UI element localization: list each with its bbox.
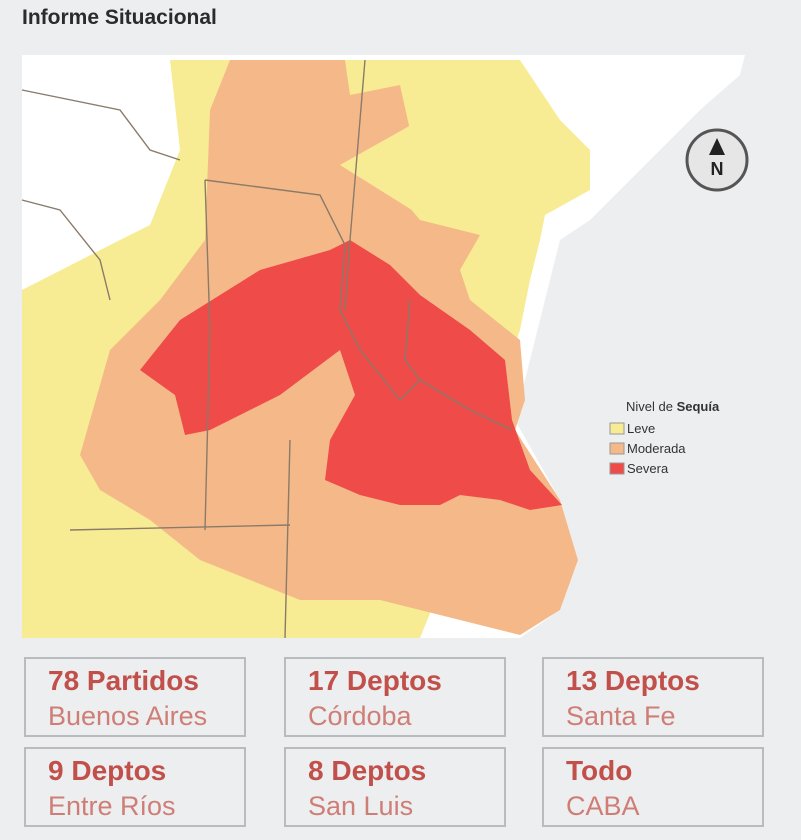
zone-moderada-inner bbox=[340, 120, 500, 230]
card-count: Todo bbox=[566, 755, 633, 786]
card-region: San Luis bbox=[308, 791, 414, 821]
border bbox=[204, 179, 211, 531]
border bbox=[21, 89, 181, 161]
card-region: Santa Fe bbox=[566, 701, 676, 731]
legend-swatch bbox=[609, 442, 625, 455]
stat-card: 8 Deptos San Luis bbox=[284, 747, 506, 827]
legend-items: Leve Moderada Severa bbox=[609, 421, 686, 476]
stat-card: 17 Deptos Córdoba bbox=[284, 657, 506, 737]
legend-swatch bbox=[609, 462, 625, 475]
legend-swatch bbox=[609, 422, 625, 435]
border bbox=[344, 59, 366, 311]
map: N Nivel de Sequía Leve Moderada Severa bbox=[21, 55, 749, 639]
legend-title-bold: Sequía bbox=[677, 399, 720, 414]
stat-card: 13 Deptos Santa Fe bbox=[542, 657, 764, 737]
legend-title: Nivel de Sequía bbox=[626, 399, 720, 414]
north-arrow-head bbox=[709, 138, 725, 155]
card-region: Córdoba bbox=[308, 701, 412, 731]
zone-severa bbox=[140, 240, 562, 510]
border bbox=[204, 179, 513, 431]
border bbox=[69, 524, 291, 531]
card-count: 13 Deptos bbox=[566, 665, 700, 696]
stat-card: Todo CABA bbox=[542, 747, 764, 827]
stat-card: 9 Deptos Entre Ríos bbox=[24, 747, 246, 827]
card-region: CABA bbox=[566, 791, 640, 821]
legend-label: Moderada bbox=[627, 441, 686, 456]
north-arrow-letter: N bbox=[711, 159, 724, 179]
legend-title-text: Nivel de bbox=[626, 399, 673, 414]
title: Informe Situacional bbox=[22, 6, 217, 29]
card-count: 17 Deptos bbox=[308, 665, 442, 696]
border bbox=[21, 199, 111, 301]
border bbox=[404, 299, 421, 381]
legend-label: Leve bbox=[627, 421, 655, 436]
card-count: 8 Deptos bbox=[308, 755, 427, 786]
card-count: 9 Deptos bbox=[48, 755, 167, 786]
legend-label: Severa bbox=[627, 461, 669, 476]
card-region: Buenos Aires bbox=[48, 701, 208, 731]
province-borders bbox=[21, 59, 513, 639]
card-region: Entre Ríos bbox=[48, 791, 176, 821]
north-arrow bbox=[685, 128, 749, 192]
stat-card: 78 Partidos Buenos Aires bbox=[24, 657, 246, 737]
card-count: 78 Partidos bbox=[48, 665, 199, 696]
border bbox=[284, 439, 291, 639]
